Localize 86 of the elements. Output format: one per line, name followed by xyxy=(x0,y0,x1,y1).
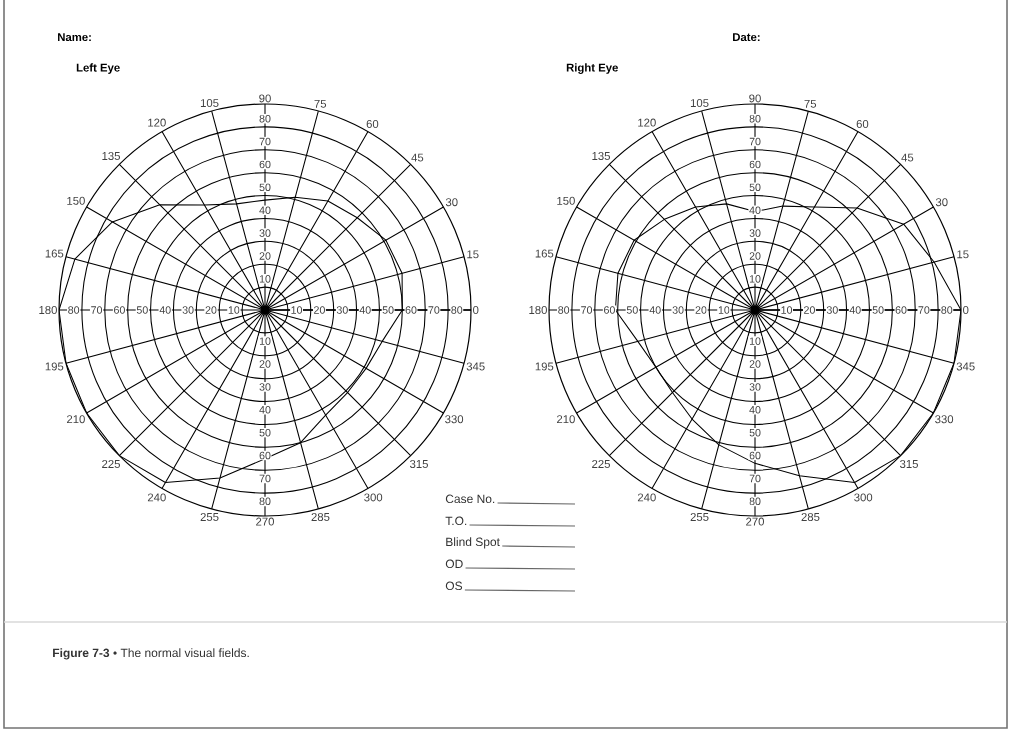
spoke-label: 75 xyxy=(314,99,327,108)
text: 30 xyxy=(672,306,684,314)
spoke-label: 180 xyxy=(529,306,547,315)
text: 80 xyxy=(451,306,463,314)
y-tick-label: 40 xyxy=(259,206,271,214)
spoke-label: 135 xyxy=(592,152,610,161)
spoke-label: 30 xyxy=(935,198,948,207)
text: 30 xyxy=(336,306,348,314)
text: 40 xyxy=(359,306,371,314)
text: 30 xyxy=(826,306,838,314)
text: T.O. xyxy=(445,516,467,526)
text: Case No. xyxy=(445,494,495,504)
text: 40 xyxy=(849,306,861,314)
spoke-label: 285 xyxy=(311,512,330,521)
text: 40 xyxy=(649,306,661,314)
spoke-label: 345 xyxy=(956,362,975,371)
spoke-label: 255 xyxy=(200,512,219,521)
spoke-label: 0 xyxy=(473,306,479,315)
chart-title: Right Eye xyxy=(566,63,618,74)
spoke-label: 165 xyxy=(535,249,554,258)
y-tick-label: 50 xyxy=(259,183,271,192)
text: OD xyxy=(445,559,463,569)
spoke-label: 225 xyxy=(592,459,610,468)
spoke-label: 30 xyxy=(445,198,458,207)
text: Name: xyxy=(58,33,91,42)
text: 40 xyxy=(159,306,171,314)
spoke-label: 90 xyxy=(749,94,761,103)
spoke-label: 0 xyxy=(963,306,969,315)
spoke-label: 195 xyxy=(535,362,554,371)
y-tick-label: 40 xyxy=(749,206,761,214)
spoke-label: 60 xyxy=(366,119,379,128)
spoke-label: 165 xyxy=(45,249,64,258)
spoke-label: 105 xyxy=(690,99,709,108)
spoke-label: 195 xyxy=(45,362,64,371)
text: Date: xyxy=(733,33,760,42)
spoke-label: 45 xyxy=(411,153,424,162)
text: 20 xyxy=(804,306,815,314)
text: 50 xyxy=(626,306,638,314)
spoke-label: 270 xyxy=(746,517,765,526)
spoke-label: 285 xyxy=(801,512,820,521)
spoke-label: 105 xyxy=(200,99,219,108)
spoke-label: 15 xyxy=(467,250,479,259)
text: 60 xyxy=(405,306,417,314)
spoke-label: 150 xyxy=(67,196,85,205)
spoke-label: 135 xyxy=(102,152,120,161)
text: 60 xyxy=(895,306,907,314)
spoke-label: 180 xyxy=(39,306,57,315)
text: 70 xyxy=(428,306,440,314)
spoke-label: 240 xyxy=(147,493,166,502)
chart-title: Left Eye xyxy=(76,63,120,74)
spoke-label: 300 xyxy=(364,493,383,502)
spoke-label: 330 xyxy=(445,415,464,424)
spoke-label: 210 xyxy=(557,415,575,424)
spoke-label: 60 xyxy=(856,119,869,128)
spoke-label: 315 xyxy=(899,459,918,468)
spoke-label: 225 xyxy=(102,459,120,468)
text: 50 xyxy=(382,306,394,314)
spoke-label: 210 xyxy=(66,415,85,424)
spoke-label: 120 xyxy=(148,118,166,127)
spoke-label: 120 xyxy=(638,118,656,127)
text: Figure 7-3 • The normal visual fields. xyxy=(53,648,249,660)
text: 70 xyxy=(918,306,930,314)
text: 30 xyxy=(182,306,194,314)
spoke-label: 75 xyxy=(804,99,817,108)
y-tick-label: 30 xyxy=(749,229,761,237)
spoke-label: 330 xyxy=(935,415,954,424)
spoke-label: 90 xyxy=(259,94,271,103)
spoke-label: 255 xyxy=(690,512,709,521)
text: 20 xyxy=(314,306,325,314)
spoke-label: 150 xyxy=(557,196,575,205)
text: 50 xyxy=(872,306,884,314)
spoke-label: 240 xyxy=(637,493,656,502)
spoke-label: 270 xyxy=(256,517,274,526)
text: 80 xyxy=(941,306,953,314)
spoke-label: 15 xyxy=(957,250,969,259)
text: OS xyxy=(445,581,463,591)
y-tick-label: 30 xyxy=(259,229,271,237)
text: Blind Spot xyxy=(446,537,500,549)
spoke-label: 45 xyxy=(901,153,914,162)
spoke-label: 315 xyxy=(409,459,428,468)
spoke-label: 345 xyxy=(466,362,485,371)
y-tick-label: 50 xyxy=(749,183,761,192)
text: 10 xyxy=(291,306,303,314)
spoke-label: 300 xyxy=(854,493,873,502)
text: 10 xyxy=(781,306,793,314)
text: 50 xyxy=(136,306,148,314)
